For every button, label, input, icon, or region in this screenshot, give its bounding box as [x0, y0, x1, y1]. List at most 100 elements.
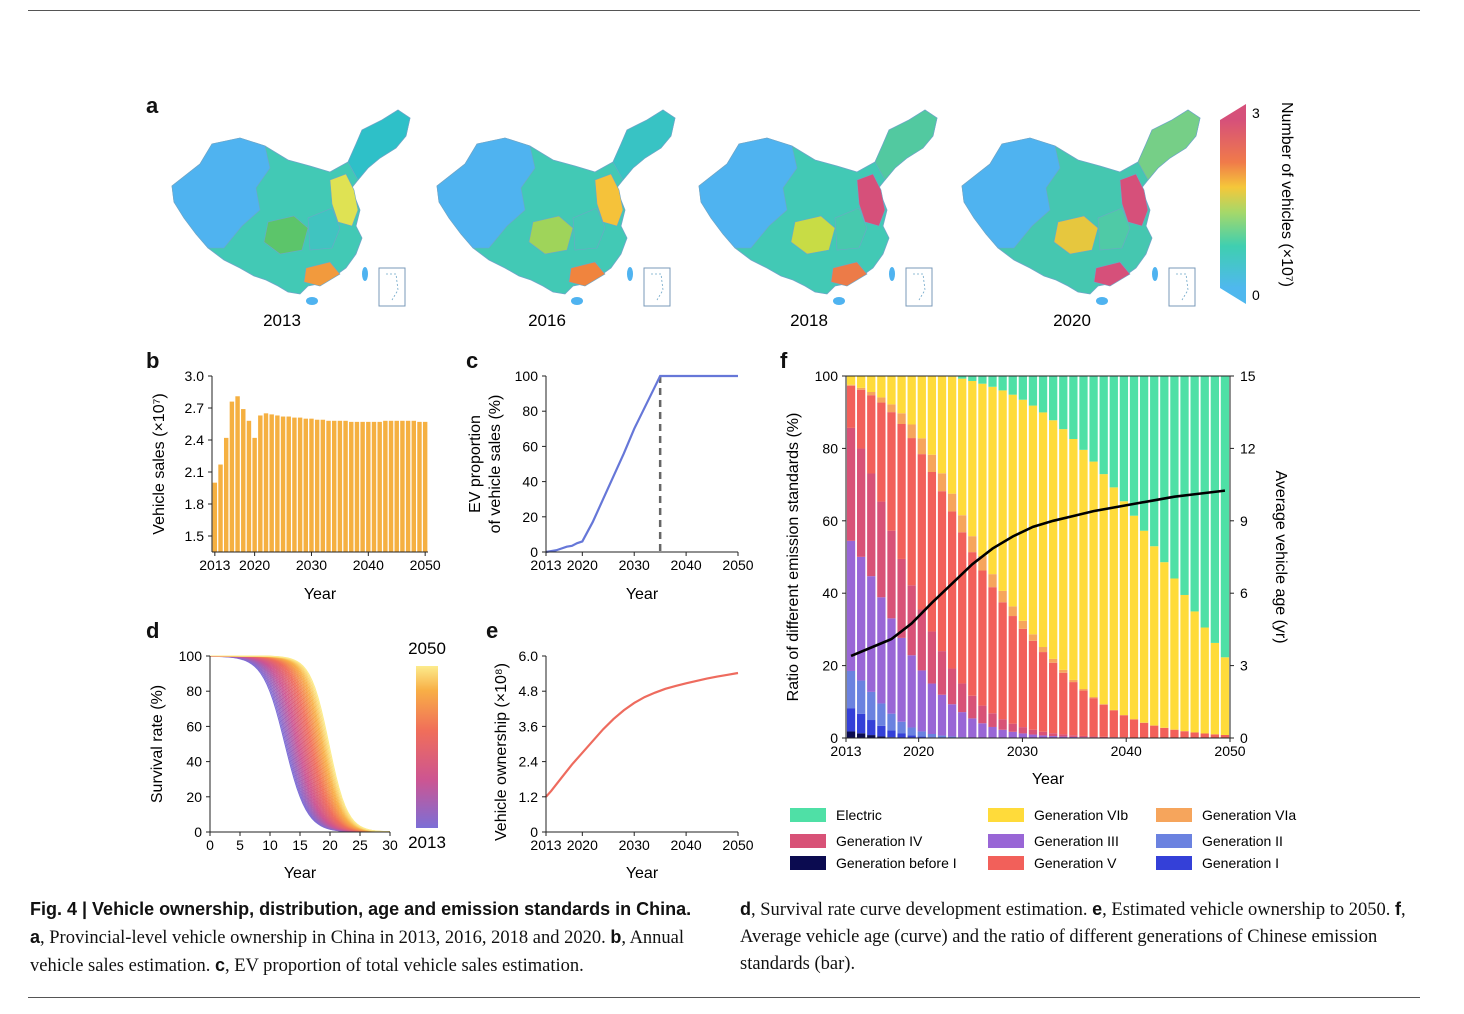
bar-2037-generation-iv: [1089, 736, 1098, 738]
bar-2020-generation-ii: [917, 731, 926, 737]
bar-2049-generation-v: [1210, 734, 1219, 738]
y-tick-label: 0: [194, 824, 202, 840]
bar-2032-generation-iv: [1038, 731, 1048, 736]
inset-dashed-line: [913, 273, 926, 301]
y-tick-label: 80: [522, 403, 538, 419]
bar-2034-generation-v: [1059, 672, 1068, 735]
legend-swatch: [790, 834, 826, 848]
bar-2025: [280, 416, 286, 552]
bar-2033-generation-vib: [1049, 420, 1058, 659]
caption-e-text: , Estimated vehicle ownership to 2050.: [1102, 900, 1395, 920]
bar-2021: [258, 415, 263, 552]
bar-2029-generation-v: [1008, 616, 1017, 724]
bar-2023-generation-ii: [947, 736, 957, 738]
bar-2021-generation-via: [927, 454, 937, 473]
bar-2041: [371, 421, 377, 552]
panel-label-e: e: [486, 618, 499, 643]
legend-swatch: [988, 856, 1024, 870]
bar-2022: [263, 413, 269, 552]
bar-2024-generation-v: [958, 532, 967, 684]
map-region-northeast: [612, 109, 676, 181]
bar-2029-generation-via: [1008, 606, 1017, 617]
bar-2031-generation-iii: [1028, 734, 1038, 738]
legend-item-generation-via: Generation VIa: [1156, 807, 1296, 823]
caption-f-label: f: [1395, 899, 1401, 919]
bar-2018-generation-i: [897, 733, 906, 738]
x-tick-label: 25: [352, 837, 368, 853]
bar-2019: [246, 420, 252, 552]
y-tick-label: 1.2: [519, 789, 539, 805]
x-tick-label: 2030: [619, 557, 650, 573]
bar-2046-generation-v: [1180, 731, 1189, 738]
bar-2016-generation-i: [877, 725, 886, 737]
bar-2014-generation-iv: [857, 448, 866, 557]
bar-2015-generation-iii: [867, 576, 876, 692]
y-tick-label: 20: [522, 509, 538, 525]
panel-label-c: c: [466, 348, 479, 373]
bar-2023-generation-via: [947, 493, 957, 512]
legend-label: Generation VIa: [1202, 807, 1296, 823]
colorbar-max-label: 2050: [408, 639, 446, 658]
bar-2029-electric: [1008, 376, 1017, 395]
map-region-sichuan: [528, 215, 574, 255]
bar-2048: [411, 420, 417, 552]
map-region-east: [594, 173, 624, 227]
bar-2021-generation-vib: [927, 376, 937, 455]
bar-2025-generation-vib: [968, 380, 977, 537]
x-tick-label: 2013: [199, 557, 230, 573]
bar-2013-generation-i: [846, 708, 856, 732]
bar-2026-electric: [978, 376, 987, 384]
bar-2034: [331, 420, 337, 552]
bar-2015-generation-vib: [867, 376, 876, 393]
y-tick-label: 3.6: [519, 718, 539, 734]
caption-fig-label: Fig. 4 | Vehicle ownership, distribution…: [30, 899, 692, 919]
x-tick-label: 2030: [619, 837, 650, 853]
y2-axis-title: Average vehicle age (yr): [1272, 470, 1289, 643]
bar-2041-electric: [1129, 376, 1139, 516]
y-tick-label: 0: [530, 824, 538, 840]
x-tick-label: 2050: [722, 557, 753, 573]
figure-caption-left: Fig. 4 | Vehicle ownership, distribution…: [30, 896, 720, 980]
caption-a-text: , Provincial-level vehicle ownership in …: [40, 928, 611, 948]
bar-2020-generation-iii: [917, 670, 926, 732]
bar-2048-generation-vib: [1200, 627, 1209, 734]
x-tick-label: 10: [262, 837, 278, 853]
ev-proportion-line: [545, 374, 738, 554]
map-region-taiwan: [889, 267, 895, 281]
bar-2013-generation-v: [846, 385, 856, 428]
caption-c-text: , EV proportion of total vehicle sales e…: [224, 956, 584, 976]
bar-2026: [286, 416, 291, 552]
bar-2029-generation-iii: [1008, 731, 1017, 738]
x-tick-label: 2040: [1111, 743, 1142, 759]
bar-2042-generation-vib: [1139, 530, 1149, 723]
x-axis-title: Year: [626, 865, 659, 882]
inset-dashed-line: [386, 273, 399, 301]
map-region-south: [1093, 261, 1131, 287]
bar-2016: [229, 401, 235, 552]
bar-2026-generation-via: [978, 555, 987, 571]
map-region-sichuan: [1053, 215, 1099, 255]
panel-label-b: b: [146, 348, 160, 373]
bar-2017-generation-v: [887, 412, 896, 531]
bar-2030-generation-v: [1018, 628, 1027, 728]
bar-2036: [343, 420, 348, 552]
bar-2031-generation-via: [1028, 634, 1038, 641]
x-tick-label: 2050: [410, 557, 441, 573]
y-tick-label: 40: [186, 754, 202, 770]
map-region-south: [568, 261, 606, 287]
bar-2013-generation-before-i: [846, 731, 856, 738]
bar-2019-generation-iii: [907, 655, 916, 728]
bar-2035: [337, 420, 343, 552]
bar-2028-generation-iii: [998, 729, 1007, 738]
caption-b-text: , Annual vehicle sales estimation.: [30, 928, 685, 976]
bar-2024: [275, 415, 280, 552]
bar-2022-generation-ii: [937, 735, 947, 738]
bar-2027-generation-iii: [988, 726, 997, 738]
bar-2030-generation-via: [1018, 620, 1027, 629]
legend-swatch: [1156, 856, 1192, 870]
bar-2038-generation-vib: [1099, 474, 1108, 704]
bar-2032-generation-vib: [1038, 412, 1048, 648]
bar-2035-generation-via: [1069, 679, 1078, 683]
bar-2029: [303, 418, 309, 552]
map-2020: 2020: [961, 109, 1201, 330]
